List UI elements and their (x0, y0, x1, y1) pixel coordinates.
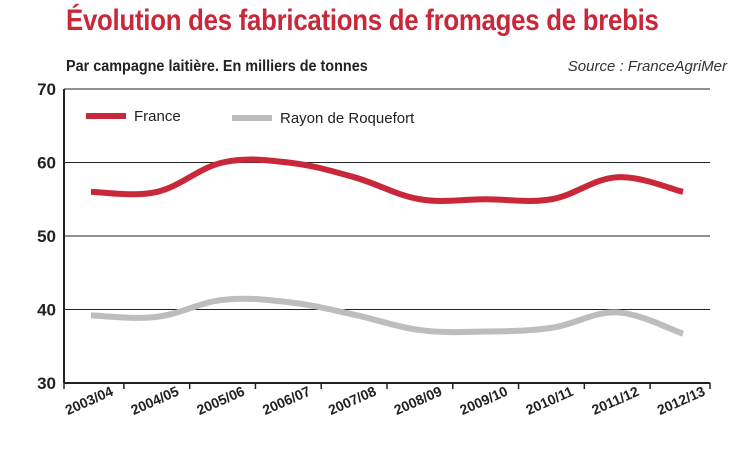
series-lines (90, 156, 685, 337)
x-tick-label: 2008/09 (391, 383, 444, 418)
y-tick-label: 50 (37, 227, 56, 246)
grid-lines (64, 88, 710, 310)
x-tick-label: 2011/12 (589, 383, 641, 418)
chart-title: Évolution des fabrications de fromages d… (66, 4, 659, 37)
y-tick-label: 30 (37, 374, 56, 393)
x-tick-labels: 2003/04 2004/05 2005/06 2006/07 2007/08 2008/… (63, 383, 708, 418)
axes (63, 89, 711, 389)
series-line-1 (90, 295, 685, 337)
legend-label: Rayon de Roquefort (280, 110, 415, 127)
y-tick-label: 60 (37, 154, 56, 173)
chart-subtitle: Par campagne laitière. En milliers de to… (66, 58, 368, 75)
x-tick-label: 2012/13 (655, 383, 708, 418)
y-tick-label: 40 (37, 301, 56, 320)
x-tick-label: 2004/05 (128, 383, 181, 418)
x-tick-label: 2007/08 (326, 383, 379, 418)
x-tick-label: 2009/10 (457, 383, 510, 418)
y-tick-label: 70 (37, 80, 56, 99)
x-tick-label: 2010/11 (523, 383, 575, 418)
x-tick-label: 2006/07 (260, 383, 313, 418)
y-tick-labels: 30 40 50 60 70 (37, 80, 56, 393)
legend-label: France (134, 108, 181, 125)
legend: France Rayon de Roquefort (86, 108, 415, 127)
x-tick-label: 2003/04 (63, 383, 116, 418)
series-line-0 (90, 156, 684, 205)
x-tick-label: 2005/06 (194, 383, 247, 418)
chart-source: Source : FranceAgriMer (567, 58, 727, 75)
